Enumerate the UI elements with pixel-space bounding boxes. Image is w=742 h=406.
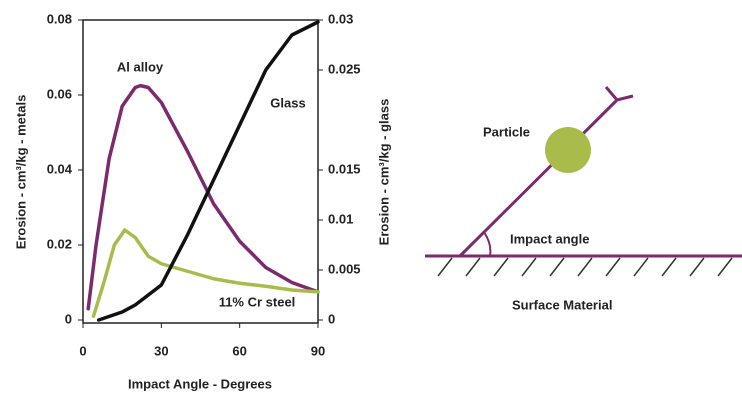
particle-label: Particle (483, 124, 530, 139)
y-tick-label: 0.04 (47, 161, 73, 176)
y2-tick-label: 0.03 (328, 11, 353, 26)
y-axis-label: Erosion - cm³/kg - metals (13, 95, 28, 250)
y-tick-label: 0.02 (47, 236, 72, 251)
series-line (91, 228, 320, 318)
trajectory-tail (604, 86, 634, 102)
diagram: Particle Impact angle Surface Material (425, 86, 742, 312)
y-tick-label: 0.08 (47, 11, 72, 26)
series-line (96, 20, 320, 322)
x-tick-label: 60 (232, 343, 246, 358)
y-tick-label: 0.06 (47, 86, 72, 101)
y2-axis-label: Erosion - cm³/kg - glass (376, 99, 391, 246)
particle (545, 127, 591, 173)
x-tick-label: 0 (79, 343, 86, 358)
series-label: Al alloy (117, 59, 164, 74)
hatching (437, 257, 733, 277)
impact-angle-label: Impact angle (510, 231, 589, 246)
series-label: Glass (270, 95, 305, 110)
y2-tick-label: 0.015 (328, 161, 361, 176)
x-axis-label: Impact Angle - Degrees (128, 376, 272, 391)
x-tick-label: 30 (154, 343, 168, 358)
y2-tick-label: 0 (328, 311, 335, 326)
y-tick-label: 0 (65, 311, 72, 326)
y2-tick-label: 0.01 (328, 211, 353, 226)
y2-tick-label: 0.025 (328, 61, 361, 76)
series-line (86, 83, 320, 311)
trajectory (458, 98, 619, 258)
y2-tick-label: 0.005 (328, 261, 361, 276)
series-label: 11% Cr steel (219, 294, 296, 309)
plot-frame (82, 19, 319, 324)
surface-label: Surface Material (512, 297, 612, 312)
angle-arc (483, 231, 492, 257)
x-tick-label: 90 (311, 343, 325, 358)
